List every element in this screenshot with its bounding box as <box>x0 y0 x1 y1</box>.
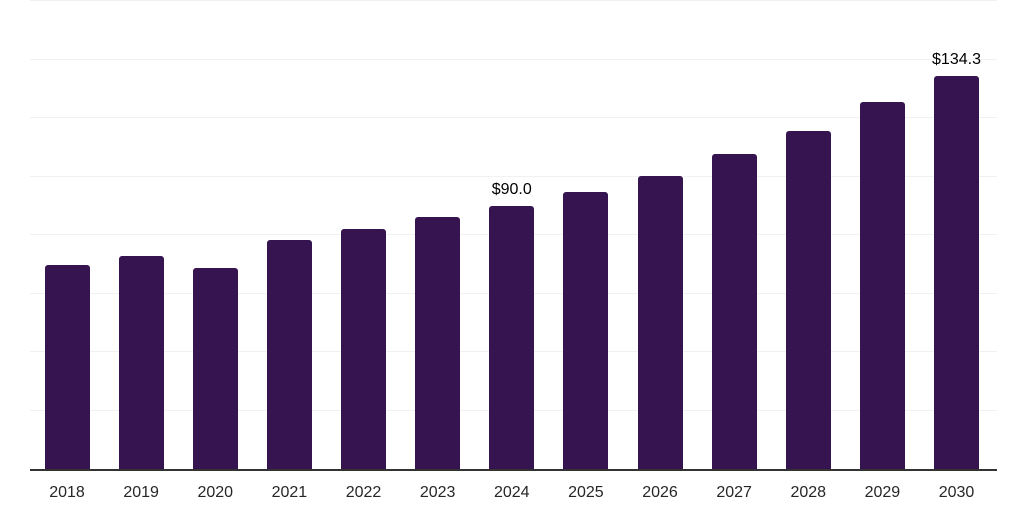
bar-slot-2021 <box>266 1 312 469</box>
bar-value-label-2024: $90.0 <box>491 180 532 198</box>
x-axis-labels: 2018 2019 2020 2021 2022 2023 2024 2025 2026 2027… <box>45 484 980 502</box>
x-tick-label-2023: 2023 <box>419 484 456 501</box>
bar-slot-2029 <box>859 1 905 469</box>
plot-area: $90.0 $134.3 <box>30 0 997 471</box>
bar-slot-2022 <box>341 1 386 469</box>
bar-slot-2027 <box>711 1 757 469</box>
bar-slot-2025 <box>563 1 609 469</box>
bar-2030 <box>934 76 979 469</box>
bar-2021 <box>266 239 312 469</box>
bar-2023 <box>415 216 461 469</box>
bar-slot-2019 <box>118 1 164 469</box>
x-tick-label-2027: 2027 <box>716 484 752 501</box>
x-tick-label-2025: 2025 <box>568 484 604 501</box>
bar-slot-2023 <box>415 1 461 469</box>
gridline <box>30 175 997 177</box>
x-tick-label-2024: 2024 <box>493 484 530 501</box>
x-tick-label-2026: 2026 <box>642 484 678 501</box>
x-tick-label-2022: 2022 <box>345 484 382 501</box>
x-tick-label-2018: 2018 <box>49 484 85 501</box>
bar-slot-2026 <box>637 1 683 469</box>
bar-slot-2024: $90.0 <box>489 1 535 469</box>
x-tick-label-2029: 2029 <box>864 484 901 501</box>
x-tick-label-2019: 2019 <box>123 484 159 501</box>
bar-2029 <box>859 102 905 469</box>
x-tick-label-2021: 2021 <box>271 484 308 501</box>
bar-2028 <box>785 130 831 469</box>
bar-slot-2030: $134.3 <box>932 1 981 469</box>
bar-slot-2018 <box>44 1 90 469</box>
bar-2027 <box>711 153 757 469</box>
gridline <box>30 117 997 118</box>
bar-slot-2020 <box>192 1 238 469</box>
gridline <box>30 0 997 1</box>
bar-2024 <box>489 205 535 469</box>
bar-slot-2028 <box>785 1 831 469</box>
gridline <box>30 58 997 60</box>
x-tick-label-2020: 2020 <box>197 484 234 501</box>
bar-2018 <box>44 264 90 469</box>
bar-value-label-2030: $134.3 <box>932 51 981 69</box>
bar-2020 <box>192 268 238 469</box>
x-tick-label-2028: 2028 <box>790 484 827 501</box>
bar-2026 <box>637 175 683 469</box>
bar-2022 <box>341 228 386 469</box>
bars-container: $90.0 $134.3 <box>44 1 981 469</box>
bar-2025 <box>563 192 609 469</box>
x-tick-label-2030: 2030 <box>938 484 975 501</box>
bar-2019 <box>118 256 164 469</box>
